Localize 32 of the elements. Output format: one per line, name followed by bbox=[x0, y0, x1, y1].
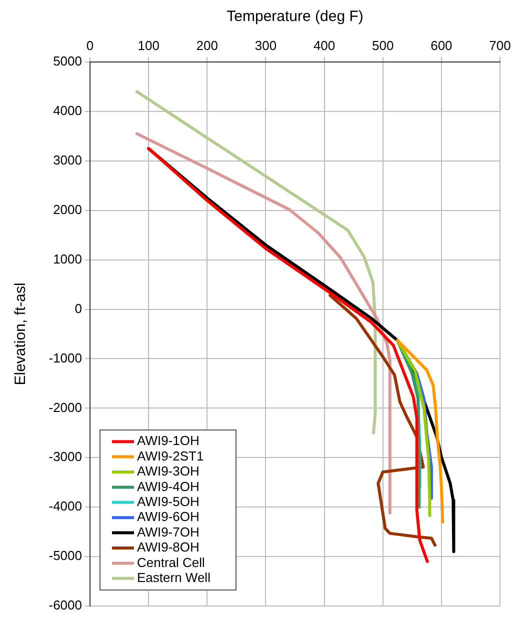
x-tick-label: 200 bbox=[196, 38, 218, 53]
y-tick-label: 3000 bbox=[53, 152, 82, 168]
y-tick-label: -2000 bbox=[48, 400, 82, 415]
legend-label: AWI9-3OH bbox=[137, 464, 200, 479]
legend-label: Central Cell bbox=[137, 554, 206, 570]
y-tick-label: -4000 bbox=[48, 498, 82, 514]
y-tick-label: -6000 bbox=[48, 598, 82, 613]
x-tick-label: 100 bbox=[138, 38, 160, 53]
y-tick-label: 5000 bbox=[53, 54, 82, 69]
legend-label: AWI9-1OH bbox=[137, 433, 200, 448]
x-tick-label: 700 bbox=[489, 38, 511, 53]
y-tick-label: 4000 bbox=[53, 103, 82, 118]
legend-label: Eastern Well bbox=[137, 570, 211, 585]
legend-label: AWI9-7OH bbox=[137, 524, 200, 540]
y-tick-label: 2000 bbox=[53, 202, 82, 217]
legend-label: AWI9-8OH bbox=[137, 540, 200, 555]
y-tick-label: 1000 bbox=[53, 251, 82, 266]
x-tick-label: 400 bbox=[313, 38, 336, 53]
x-tick-label: 300 bbox=[254, 38, 277, 53]
x-tick-label: 600 bbox=[430, 38, 452, 53]
x-axis-title: Temperature (deg F) bbox=[226, 8, 364, 26]
legend-label: AWI9-5OH bbox=[137, 494, 200, 509]
legend-label: AWI9-4OH bbox=[137, 478, 200, 494]
y-tick-label: -3000 bbox=[48, 449, 82, 464]
legend-label: AWI9-6OH bbox=[137, 509, 200, 524]
x-tick-label: 0 bbox=[86, 38, 94, 53]
x-tick-label: 500 bbox=[372, 38, 394, 53]
y-tick-label: -5000 bbox=[48, 548, 82, 564]
y-tick-label: 0 bbox=[74, 300, 82, 316]
y-axis-title: Elevation, ft-asl bbox=[12, 282, 30, 386]
y-tick-label: -1000 bbox=[48, 350, 82, 366]
legend-label: AWI9-2ST1 bbox=[137, 448, 204, 464]
